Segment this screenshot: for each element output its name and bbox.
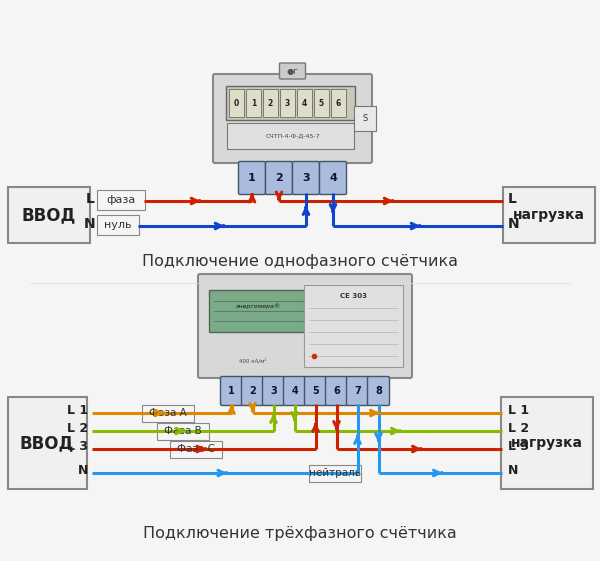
FancyBboxPatch shape: [367, 376, 389, 406]
Text: Подключение однофазного счётчика: Подключение однофазного счётчика: [142, 254, 458, 269]
FancyBboxPatch shape: [239, 162, 265, 195]
Text: ●ᴦ: ●ᴦ: [286, 67, 299, 76]
Text: 6: 6: [336, 99, 341, 108]
FancyBboxPatch shape: [209, 290, 308, 332]
Bar: [229, 89, 244, 117]
FancyBboxPatch shape: [97, 215, 139, 235]
Bar: [246, 89, 261, 117]
Text: L 3: L 3: [508, 440, 529, 453]
Text: 0: 0: [234, 99, 239, 108]
Bar: [331, 89, 346, 117]
Text: 1: 1: [248, 173, 256, 183]
Text: 8: 8: [375, 386, 382, 396]
FancyBboxPatch shape: [213, 74, 372, 163]
Text: 2: 2: [268, 99, 273, 108]
Bar: [263, 89, 278, 117]
FancyBboxPatch shape: [198, 274, 412, 378]
FancyBboxPatch shape: [157, 422, 209, 439]
Text: ВВОД: ВВОД: [22, 206, 76, 224]
Text: L 3: L 3: [67, 440, 88, 453]
Text: энергомера®: энергомера®: [236, 303, 281, 309]
Text: 4: 4: [302, 99, 307, 108]
Text: фаза: фаза: [106, 195, 136, 205]
FancyBboxPatch shape: [304, 285, 403, 367]
Text: 5: 5: [319, 99, 324, 108]
Text: 1: 1: [228, 386, 235, 396]
Text: 6: 6: [333, 386, 340, 396]
Bar: [280, 89, 295, 117]
FancyBboxPatch shape: [305, 376, 326, 406]
Text: 2: 2: [249, 386, 256, 396]
Text: 3: 3: [302, 173, 310, 183]
Text: L 1: L 1: [67, 404, 88, 417]
Text: 4: 4: [291, 386, 298, 396]
FancyBboxPatch shape: [325, 376, 347, 406]
Bar: [314, 89, 329, 117]
Text: 1: 1: [251, 99, 256, 108]
FancyBboxPatch shape: [309, 465, 361, 481]
FancyBboxPatch shape: [280, 63, 305, 79]
Bar: [297, 89, 312, 117]
Text: N: N: [508, 217, 520, 231]
Text: Фаза С: Фаза С: [177, 444, 215, 453]
Text: Подключение трёхфазного счётчика: Подключение трёхфазного счётчика: [143, 526, 457, 540]
Text: 4: 4: [329, 173, 337, 183]
FancyBboxPatch shape: [347, 376, 368, 406]
Text: нуль: нуль: [104, 220, 132, 230]
Text: СЧТП-4-Ф-Д-45-7: СЧТП-4-Ф-Д-45-7: [265, 134, 320, 139]
FancyBboxPatch shape: [501, 397, 593, 489]
Text: нейтраль: нейтраль: [309, 467, 361, 477]
FancyBboxPatch shape: [263, 376, 284, 406]
FancyBboxPatch shape: [241, 376, 263, 406]
Bar: [227, 123, 354, 149]
Text: S: S: [362, 114, 368, 123]
Text: N: N: [77, 465, 88, 477]
Text: 3: 3: [270, 386, 277, 396]
FancyBboxPatch shape: [265, 162, 293, 195]
Text: L 1: L 1: [508, 404, 529, 417]
Text: 7: 7: [354, 386, 361, 396]
FancyBboxPatch shape: [284, 376, 305, 406]
Text: N: N: [83, 217, 95, 231]
FancyBboxPatch shape: [8, 187, 90, 243]
FancyBboxPatch shape: [293, 162, 320, 195]
Text: ВВОД: ВВОД: [20, 434, 74, 452]
Text: L 2: L 2: [508, 422, 529, 435]
FancyBboxPatch shape: [226, 86, 355, 120]
Text: нагрузка: нагрузка: [511, 436, 583, 450]
Text: CE 303: CE 303: [340, 293, 367, 299]
FancyBboxPatch shape: [221, 376, 242, 406]
Text: L: L: [508, 192, 517, 206]
Text: L 2: L 2: [67, 422, 88, 435]
Text: нагрузка: нагрузка: [513, 208, 585, 222]
FancyBboxPatch shape: [503, 187, 595, 243]
Text: Фаза А: Фаза А: [149, 407, 187, 417]
FancyBboxPatch shape: [320, 162, 347, 195]
FancyBboxPatch shape: [8, 397, 87, 489]
Text: 5: 5: [312, 386, 319, 396]
FancyBboxPatch shape: [142, 404, 194, 421]
Text: 2: 2: [275, 173, 283, 183]
Text: 3: 3: [285, 99, 290, 108]
Text: L: L: [86, 192, 95, 206]
Text: 400 кА/м²: 400 кА/м²: [239, 358, 266, 364]
Text: N: N: [508, 465, 518, 477]
FancyBboxPatch shape: [170, 440, 222, 458]
FancyBboxPatch shape: [97, 190, 145, 210]
Text: Фаза В: Фаза В: [164, 425, 202, 435]
